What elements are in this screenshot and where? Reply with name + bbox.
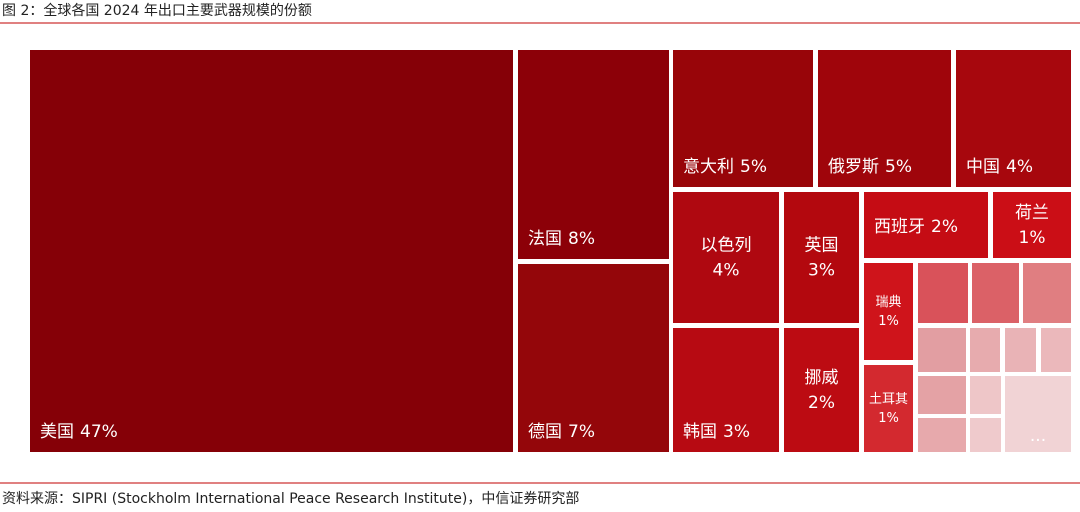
category-name: 法国 — [528, 229, 562, 249]
tile — [518, 50, 669, 259]
chart-title: 图 2：全球各国 2024 年出口主要武器规模的份额 — [2, 2, 312, 19]
tile — [956, 50, 1071, 187]
tile — [864, 192, 988, 258]
value-label: 3% — [808, 260, 835, 280]
tile-label: 法国 8% — [528, 229, 595, 249]
tile-label: 意大利 5% — [683, 157, 767, 177]
tile — [673, 328, 779, 452]
value-label: 2% — [808, 393, 835, 413]
value-label: 47% — [80, 422, 118, 442]
tile — [818, 50, 951, 187]
tile-label: 德国 7% — [528, 422, 595, 442]
value-label: 2% — [931, 217, 958, 237]
tile — [918, 328, 966, 372]
tile — [864, 263, 913, 360]
value-label: 4% — [1006, 157, 1033, 177]
tile-label: 中国 4% — [966, 157, 1033, 177]
tile — [993, 192, 1071, 258]
category-name: 俄罗斯 — [828, 157, 879, 177]
tile — [918, 418, 966, 452]
category-name: 美国 — [40, 422, 74, 442]
value-label: 1% — [1019, 228, 1046, 248]
tile — [1005, 376, 1071, 452]
tile — [784, 192, 859, 323]
tile — [918, 376, 966, 414]
tile — [784, 328, 859, 452]
tile — [972, 263, 1019, 323]
tile — [970, 376, 1001, 414]
value-label: 5% — [740, 157, 767, 177]
source-note: 资料来源：SIPRI (Stockholm International Peac… — [2, 491, 579, 507]
value-label: 1% — [878, 314, 899, 329]
category-name: 以色列 — [701, 236, 752, 256]
tile — [1023, 263, 1071, 323]
tile-label: 俄罗斯 5% — [828, 157, 912, 177]
tile-label: 韩国 3% — [683, 422, 750, 442]
category-name: 挪威 — [805, 368, 839, 388]
tile — [970, 328, 1000, 372]
tile — [673, 192, 779, 323]
value-label: 5% — [885, 157, 912, 177]
category-name: 土耳其 — [869, 392, 908, 407]
category-name: 中国 — [966, 157, 1000, 177]
more-label: ... — [1030, 426, 1046, 446]
tile-label: 西班牙 2% — [874, 217, 958, 237]
tile — [518, 264, 669, 452]
tile — [673, 50, 813, 187]
category-name: 荷兰 — [1015, 203, 1049, 223]
category-name: 瑞典 — [875, 295, 901, 310]
category-name: 德国 — [528, 422, 562, 442]
tile — [1041, 328, 1071, 372]
category-name: 韩国 — [683, 422, 717, 442]
tile — [1005, 328, 1036, 372]
tile — [864, 365, 913, 452]
tile — [918, 263, 968, 323]
value-label: 4% — [713, 260, 740, 280]
tile-label: 美国 47% — [40, 422, 118, 442]
tile — [30, 50, 513, 452]
tile — [970, 418, 1001, 452]
value-label: 7% — [568, 422, 595, 442]
value-label: 3% — [723, 422, 750, 442]
category-name: 意大利 — [683, 157, 734, 177]
category-name: 英国 — [805, 236, 839, 256]
value-label: 8% — [568, 229, 595, 249]
value-label: 1% — [878, 411, 899, 426]
category-name: 西班牙 — [874, 217, 925, 237]
